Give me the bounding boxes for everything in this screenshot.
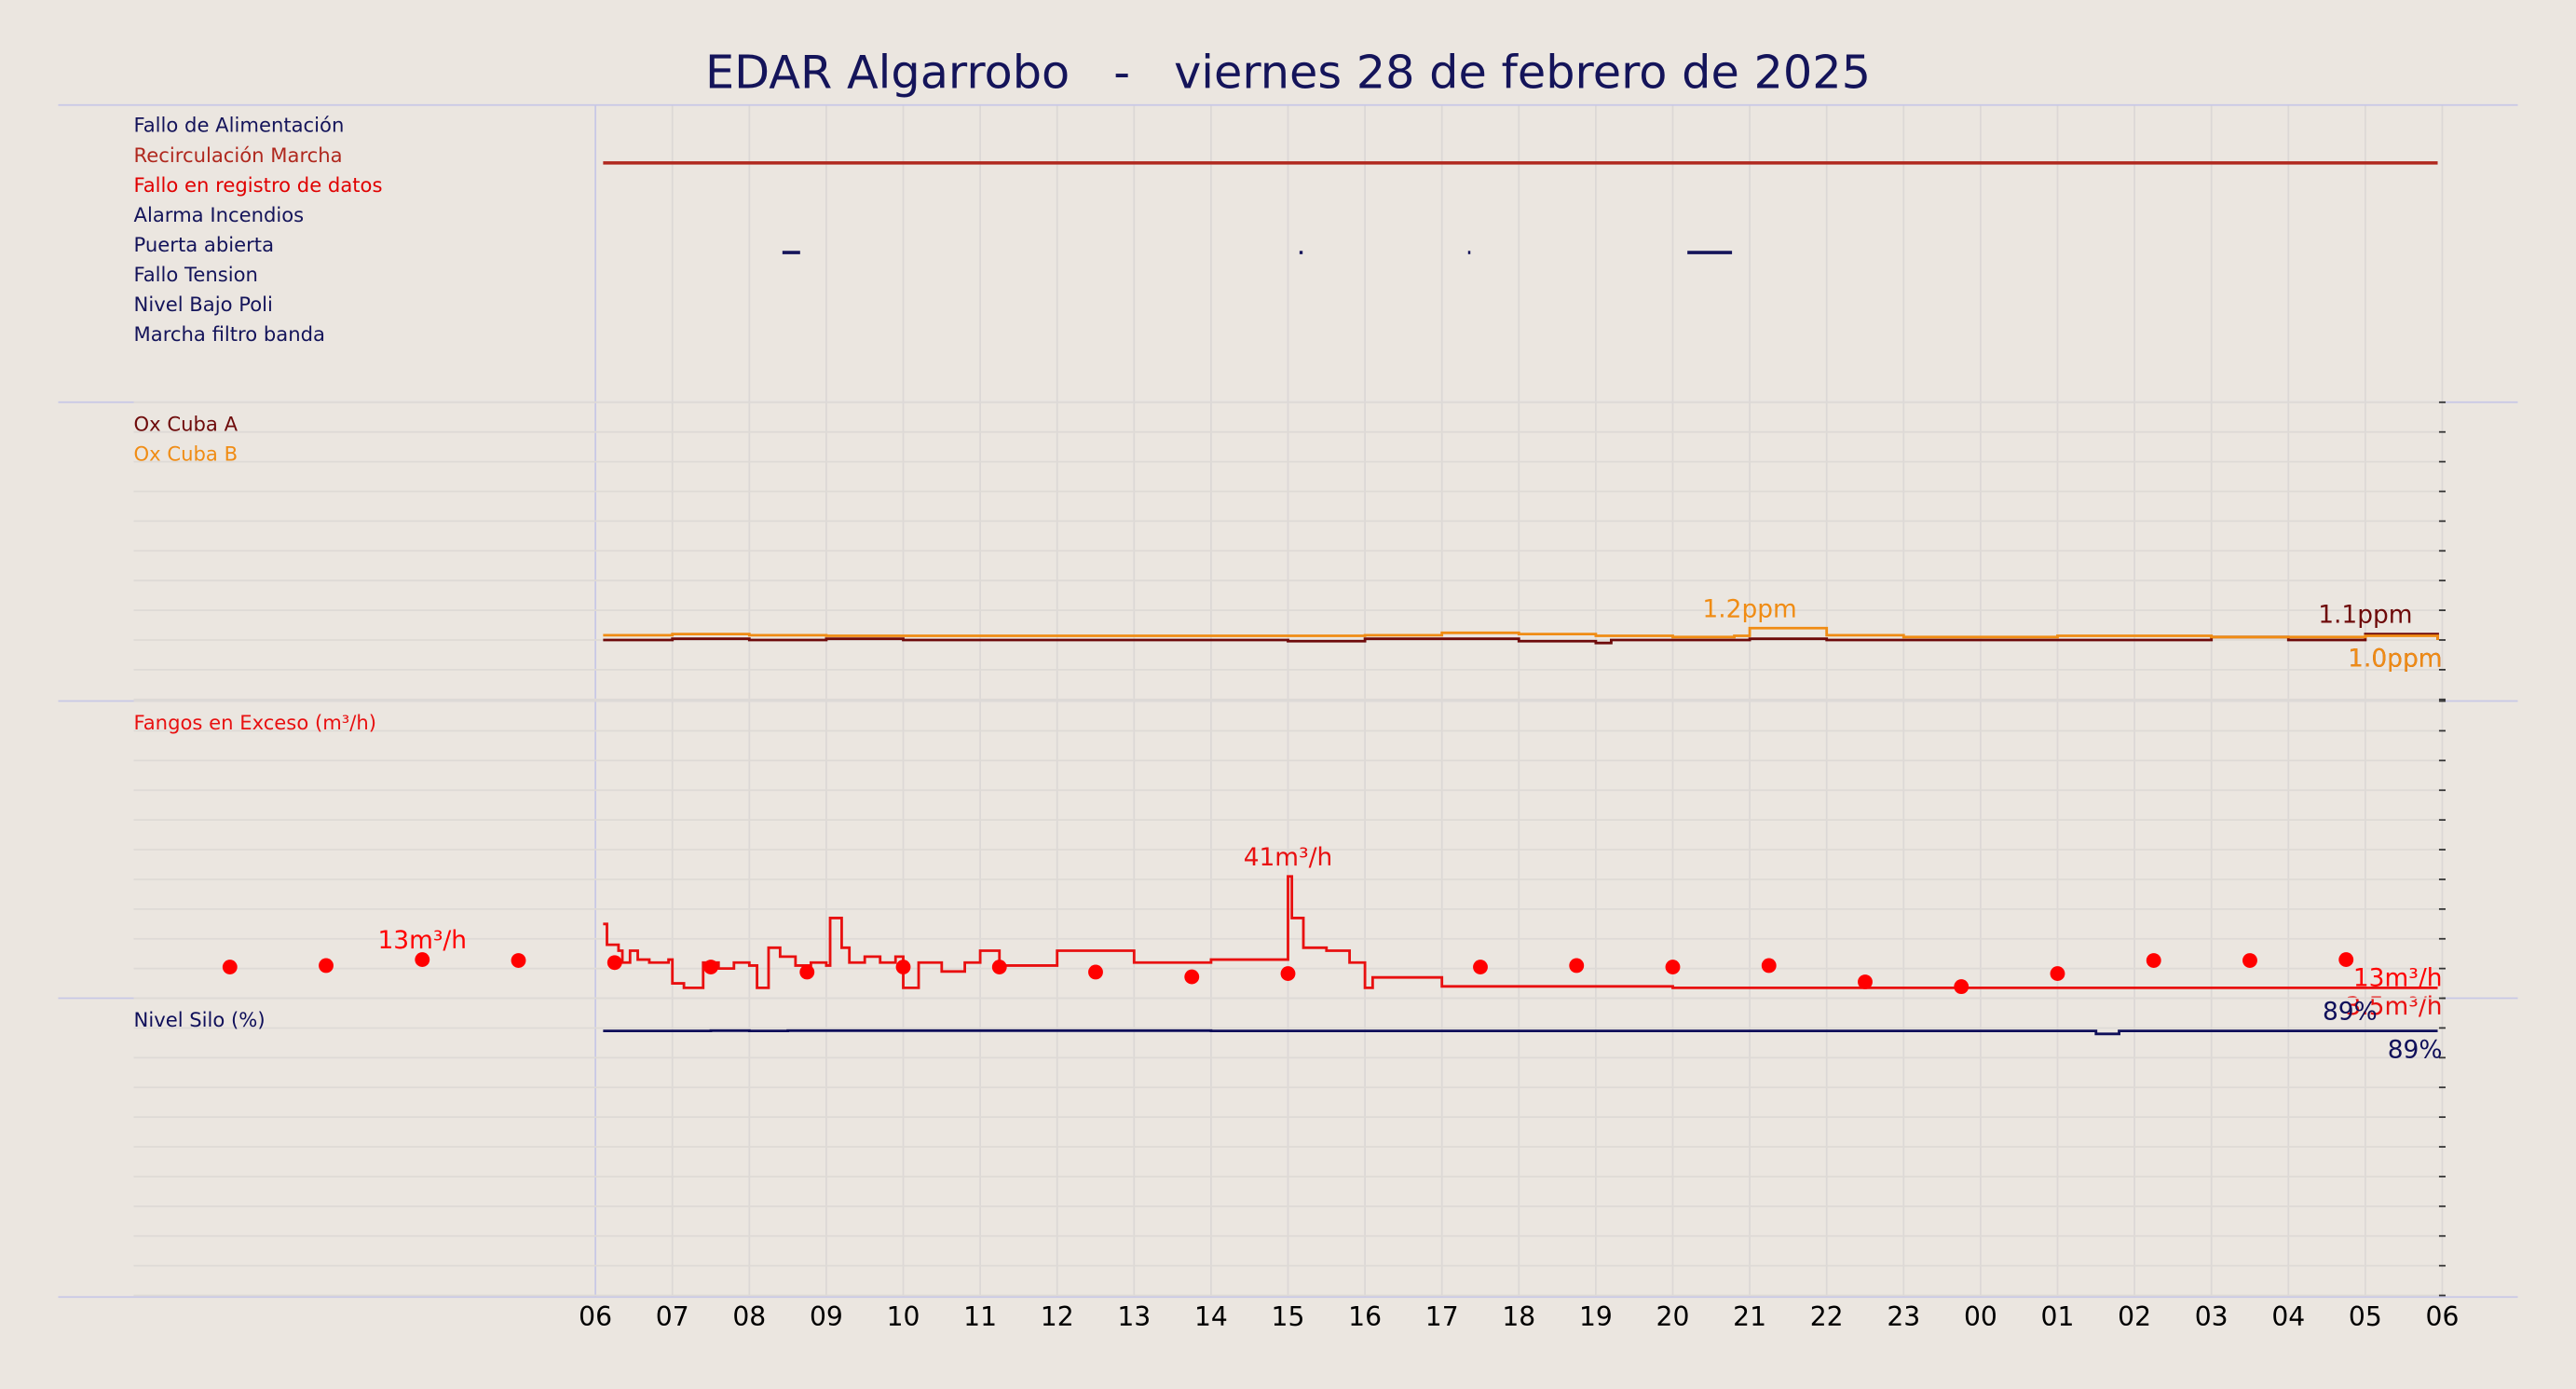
x-tick-label: 05 <box>2349 1301 2382 1332</box>
value-label: 89% <box>2388 1035 2443 1064</box>
legend-label: Fallo en registro de datos <box>134 173 383 197</box>
value-label: 1.2ppm <box>1702 594 1796 623</box>
x-tick-label: 19 <box>1579 1301 1613 1332</box>
scatter-point <box>1280 966 1296 982</box>
legend-label: Fangos en Exceso (m³/h) <box>134 711 376 734</box>
x-tick-label: 02 <box>2118 1301 2151 1332</box>
line <box>603 626 2439 640</box>
scatter-point <box>2050 966 2065 982</box>
scatter-point <box>319 958 334 974</box>
x-tick-label: 01 <box>2041 1301 2075 1332</box>
x-tick-label: 18 <box>1502 1301 1535 1332</box>
scatter-point <box>1665 960 1681 974</box>
line <box>603 1028 2438 1036</box>
scatter-point <box>1088 964 1103 980</box>
legend-label: Ox Cuba A <box>134 412 239 435</box>
scatter-point <box>895 960 911 974</box>
x-tick-label: 14 <box>1194 1301 1228 1332</box>
chart-title: EDAR Algarrobo - viernes 28 de febrero d… <box>705 46 1871 100</box>
x-tick-label: 08 <box>732 1301 766 1332</box>
legend-label: Puerta abierta <box>134 233 275 256</box>
x-tick-label: 23 <box>1887 1301 1920 1332</box>
scatter-point <box>2242 953 2257 968</box>
x-tick-label: 00 <box>1964 1301 1997 1332</box>
scatter-point <box>2146 953 2161 968</box>
legend-label: Alarma Incendios <box>134 203 305 226</box>
x-tick-label: 13 <box>1117 1301 1151 1332</box>
x-tick-label: 16 <box>1348 1301 1382 1332</box>
scatter-point <box>1184 969 1200 985</box>
scatter-point <box>511 953 526 968</box>
scatter-point <box>222 960 238 974</box>
value-label: 41m³/h <box>1244 843 1333 872</box>
scatter-point <box>1954 979 1969 995</box>
value-label: 1.0ppm <box>2348 645 2442 674</box>
x-tick-label: 15 <box>1272 1301 1305 1332</box>
value-label: 1.1ppm <box>2318 601 2412 630</box>
line <box>603 875 2438 989</box>
scatter-point <box>703 960 718 974</box>
x-tick-label: 09 <box>810 1301 843 1332</box>
legend-label: Marcha filtro banda <box>134 322 325 346</box>
x-tick-label: 03 <box>2195 1301 2228 1332</box>
legend-label: Fallo de Alimentación <box>134 114 345 137</box>
scatter-point <box>415 952 430 968</box>
x-tick-label: 10 <box>887 1301 920 1332</box>
scatter-point <box>607 955 622 971</box>
line <box>603 633 2439 645</box>
value-label: 13m³/h <box>377 926 467 955</box>
x-tick-label: 20 <box>1656 1301 1690 1332</box>
x-tick-label: 21 <box>1733 1301 1766 1332</box>
x-tick-label: 11 <box>963 1301 997 1332</box>
scatter-point <box>991 960 1007 974</box>
x-tick-label: 06 <box>2426 1301 2460 1332</box>
x-tick-label: 04 <box>2271 1301 2305 1332</box>
x-tick-label: 17 <box>1425 1301 1459 1332</box>
value-label: 13m³/h <box>2353 964 2443 993</box>
x-tick-label: 07 <box>656 1301 689 1332</box>
legend-label: Recirculación Marcha <box>134 143 343 167</box>
scatter-point <box>1569 958 1585 974</box>
x-tick-label: 12 <box>1041 1301 1074 1332</box>
legend-label: Nivel Silo (%) <box>134 1008 266 1031</box>
scatter-point <box>799 964 815 980</box>
legend-label: Fallo Tension <box>134 263 258 286</box>
value-label: 89% <box>2323 998 2378 1027</box>
x-tick-label: 22 <box>1810 1301 1844 1332</box>
scatter-point <box>1473 960 1488 974</box>
scatter-point <box>1761 958 1777 974</box>
scatter-point <box>1858 974 1873 989</box>
x-tick-label: 06 <box>579 1301 612 1332</box>
legend-label: Nivel Bajo Poli <box>134 293 273 316</box>
value-label: 3.5m³/h <box>2345 992 2442 1021</box>
scatter-point <box>2338 952 2354 968</box>
value-label: 1.0ppm <box>2348 645 2442 674</box>
legend-label: Ox Cuba B <box>134 443 239 466</box>
